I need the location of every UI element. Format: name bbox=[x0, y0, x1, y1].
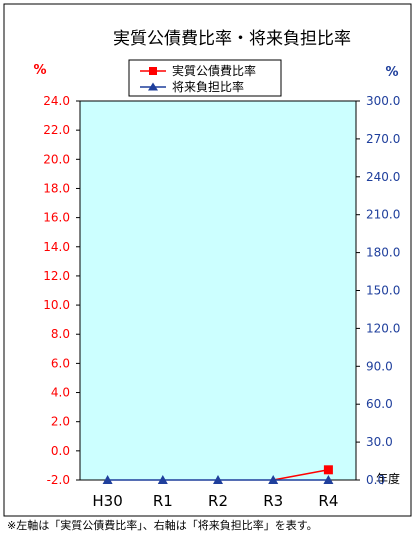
x-tick-label: R3 bbox=[263, 492, 283, 510]
series-2-point bbox=[157, 475, 168, 484]
x-axis: H30 R1 R2 R3 R4 bbox=[92, 492, 338, 510]
x-tick-label: R2 bbox=[208, 492, 228, 510]
legend-label-series-2: 将来負担比率 bbox=[172, 79, 244, 94]
left-tick-label: 6.0 bbox=[51, 356, 70, 370]
left-tick-label: 24.0 bbox=[43, 94, 70, 108]
series-1-point bbox=[323, 465, 333, 475]
left-tick-label: 20.0 bbox=[43, 152, 70, 166]
left-tick-label: 2.0 bbox=[51, 415, 70, 429]
left-tick-label: 0.0 bbox=[51, 444, 70, 458]
right-tick-label: 240.0 bbox=[366, 170, 400, 184]
right-tick-label: 120.0 bbox=[366, 321, 400, 335]
x-tick-label: R4 bbox=[318, 492, 338, 510]
series-layer bbox=[102, 465, 334, 484]
chart-title: 実質公債費比率・将来負担比率 bbox=[113, 29, 351, 49]
left-tick-label: -2.0 bbox=[47, 473, 70, 487]
left-tick-label: 18.0 bbox=[43, 181, 70, 195]
series-2-point bbox=[323, 475, 334, 484]
series-2-point bbox=[268, 475, 279, 484]
left-axis: -2.0 0.0 2.0 4.0 6.0 8.0 10.0 12.0 14.0 16.0 18.0 2… bbox=[43, 94, 80, 487]
series-2-point bbox=[213, 475, 223, 484]
left-tick-label: 4.0 bbox=[51, 386, 70, 400]
left-tick-label: 8.0 bbox=[51, 327, 70, 341]
series-line-1 bbox=[273, 469, 329, 481]
left-tick-label: 10.0 bbox=[43, 298, 70, 312]
series-2-point bbox=[102, 475, 113, 484]
right-axis: 0.0 30.0 60.0 90.0 120.0 150.0 180.0 210.0 240.0… bbox=[356, 94, 400, 487]
x-tick-label: R1 bbox=[153, 492, 173, 510]
left-tick-label: 16.0 bbox=[43, 211, 70, 225]
legend-label-series-1: 実質公債費比率 bbox=[172, 63, 256, 78]
right-tick-label: 300.0 bbox=[366, 94, 400, 108]
right-tick-label: 90.0 bbox=[366, 359, 393, 373]
right-tick-label: 210.0 bbox=[366, 208, 400, 222]
plot-area bbox=[79, 100, 357, 481]
right-tick-label: 180.0 bbox=[366, 246, 400, 260]
right-axis-unit: % bbox=[385, 65, 398, 80]
x-tick-label: H30 bbox=[92, 492, 122, 510]
right-tick-label: 150.0 bbox=[366, 284, 400, 298]
left-tick-label: 22.0 bbox=[43, 123, 70, 137]
left-tick-label: 14.0 bbox=[43, 240, 70, 254]
legend-marker-series-2 bbox=[148, 82, 158, 91]
legend: 実質公債費比率 将来負担比率 bbox=[128, 59, 282, 97]
right-tick-label: 30.0 bbox=[366, 435, 393, 449]
x-axis-unit: 年度 bbox=[376, 471, 400, 486]
right-tick-label: 0.0 bbox=[366, 473, 385, 487]
left-axis-unit: % bbox=[33, 63, 46, 78]
right-tick-label: 270.0 bbox=[366, 132, 400, 146]
left-tick-label: 12.0 bbox=[43, 269, 70, 283]
footnote: ※左軸は「実質公債費比率」、右軸は「将来負担比率」を表す。 bbox=[7, 518, 318, 532]
legend-marker-series-1 bbox=[149, 67, 157, 75]
right-tick-label: 60.0 bbox=[366, 397, 393, 411]
